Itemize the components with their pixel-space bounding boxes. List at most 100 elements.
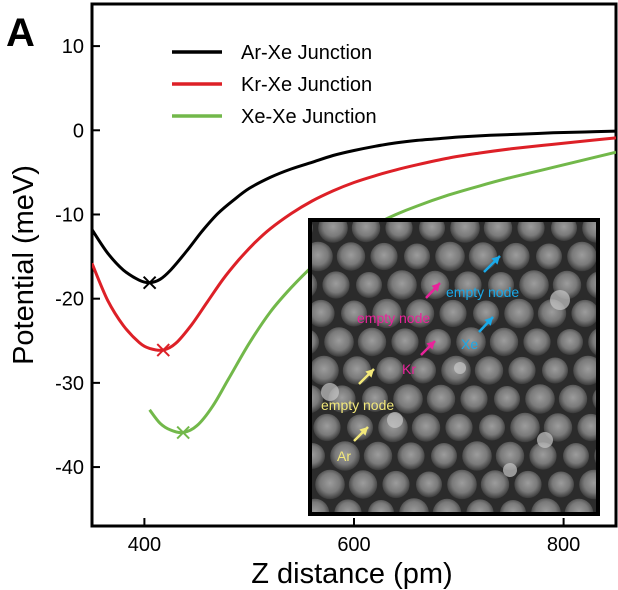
label-xe: Xe — [461, 336, 478, 352]
inset-atom — [284, 472, 310, 498]
inset-atom — [504, 298, 534, 329]
inset-atom — [516, 527, 546, 557]
inset-atom — [399, 498, 429, 512]
x-axis-title: Z distance (pm) — [251, 558, 452, 590]
inset-atom — [582, 222, 596, 243]
minimum-marker-kr-xe-junction — [156, 343, 170, 357]
inset-atom — [419, 222, 445, 241]
inset-bright-spot — [550, 290, 570, 310]
inset-atom — [519, 270, 549, 300]
inset-atom — [529, 442, 557, 470]
inset-atom — [536, 243, 562, 270]
inset-atom — [397, 442, 425, 470]
inset-atom — [462, 441, 492, 471]
inset-atom — [312, 443, 325, 469]
inset-atom — [488, 272, 514, 298]
inset-atom — [588, 328, 596, 356]
inset-atom — [256, 217, 278, 239]
inset-atom — [312, 385, 324, 413]
arrow-head — [484, 317, 493, 326]
inset-atom — [322, 271, 350, 299]
inset-atom — [312, 223, 313, 233]
y-axis-ticks: 10 0 -10 -20 -30 -40 — [55, 36, 100, 479]
inset-atom — [563, 443, 589, 469]
y-axis-title: Potential (meV) — [8, 165, 40, 365]
inset-atom — [267, 498, 297, 528]
inset-atom — [439, 299, 467, 328]
legend: Ar-Xe Junction Kr-Xe Junction Xe-Xe Juncti… — [172, 42, 377, 128]
inset-atom — [557, 329, 583, 355]
inset-atom — [376, 356, 404, 385]
inset-atom — [382, 470, 410, 499]
inset-atom — [405, 299, 435, 328]
inset-atom — [450, 222, 480, 243]
x-tick-label: 600 — [337, 534, 370, 556]
inset-atom — [255, 270, 285, 300]
inset-atom — [272, 244, 298, 270]
inset-atom — [583, 528, 610, 555]
inset-atom — [567, 241, 596, 272]
inset-atom — [565, 186, 592, 213]
inset-atom — [334, 499, 362, 512]
inset-atom — [348, 470, 378, 499]
y-tick-label: -30 — [55, 373, 84, 395]
inset-atom — [558, 384, 588, 414]
inset-bright-spot — [321, 383, 339, 401]
arrow-head — [431, 283, 440, 292]
inset-atom — [592, 389, 596, 409]
inset-atom — [594, 448, 596, 464]
inset-atom — [384, 527, 414, 557]
inset-atom — [312, 330, 319, 354]
series-line-ar-xe-junction — [92, 129, 616, 285]
inset-bright-spot — [537, 432, 553, 448]
inset-atom — [551, 222, 577, 241]
inset-atom — [312, 274, 318, 296]
inset-atom — [393, 384, 423, 414]
inset-atom — [313, 413, 341, 442]
inset-atom — [517, 222, 545, 242]
inset-atom — [356, 272, 382, 298]
inset-atoms — [255, 186, 610, 557]
inset-atom — [542, 357, 568, 384]
inset-atom — [357, 327, 387, 357]
inset-atom — [586, 272, 596, 298]
legend-label: Kr-Xe Junction — [241, 74, 372, 96]
label-ar: Ar — [337, 448, 351, 464]
inset-atom — [431, 443, 457, 469]
inset-bright-spot — [454, 362, 466, 374]
inset-atom — [385, 222, 413, 242]
inset-atom — [347, 414, 373, 441]
inset-atom — [336, 242, 366, 271]
inset-atom — [425, 329, 451, 355]
legend-label: Xe-Xe Junction — [241, 106, 377, 128]
inset-atom — [351, 222, 381, 243]
inset-atom — [280, 413, 308, 441]
inset-atom — [523, 328, 551, 356]
label-kr: Kr — [402, 361, 416, 377]
arrow-head — [426, 341, 435, 350]
inset-atom — [368, 500, 394, 512]
inset-atom — [489, 327, 519, 357]
inset-atom — [270, 188, 294, 212]
inset-atom — [259, 328, 286, 355]
inset-atom — [502, 242, 530, 271]
inset-atom — [531, 498, 561, 512]
inset-annotations: empty node empty node Xe Kr empty node A… — [321, 255, 519, 464]
inset-atom — [330, 441, 360, 471]
x-axis-ticks: 400 600 800 — [128, 518, 580, 556]
inset-atom — [571, 299, 596, 328]
inset-atom — [510, 412, 540, 443]
inset-atom — [577, 413, 596, 442]
inset-atom — [466, 499, 494, 512]
inset-atom — [483, 222, 513, 243]
inset-atom — [312, 241, 333, 272]
inset-atom — [447, 469, 477, 500]
inset-atom — [387, 270, 417, 300]
inset-atom — [391, 328, 419, 356]
inset-atom — [573, 355, 596, 386]
inset-atom — [286, 527, 314, 555]
inset-atom — [341, 300, 367, 327]
arrow-head — [359, 427, 368, 436]
x-tick-label: 400 — [128, 534, 161, 556]
inset-atom — [411, 413, 441, 442]
